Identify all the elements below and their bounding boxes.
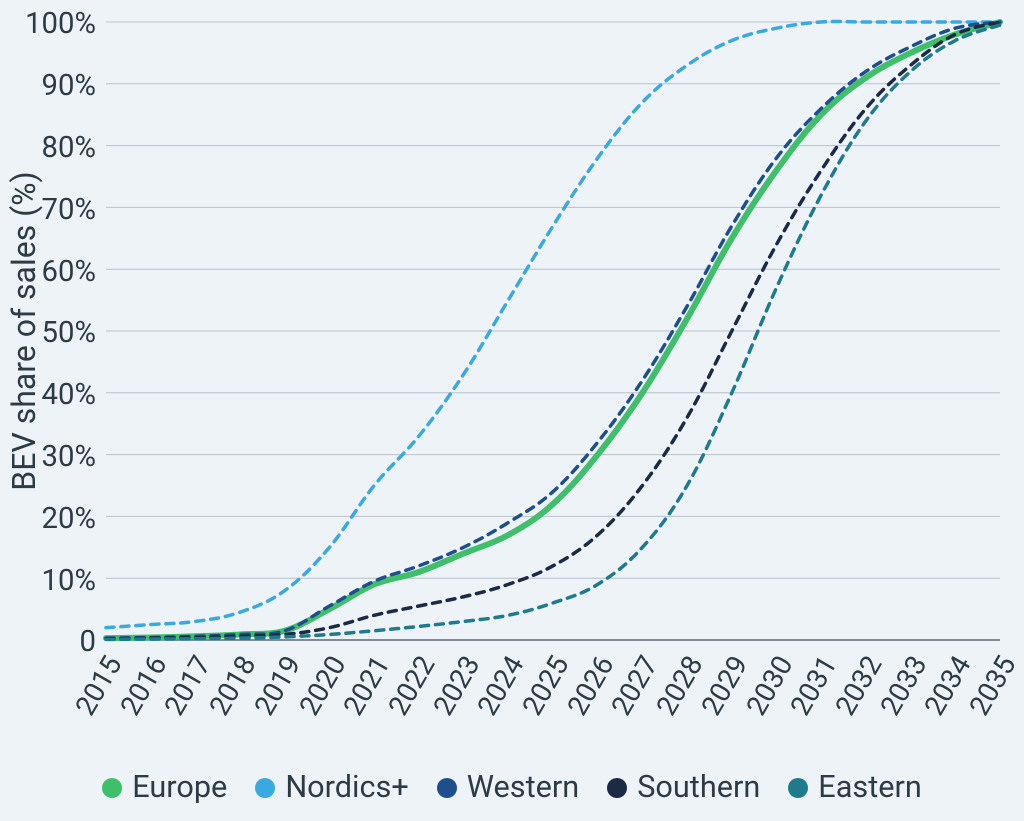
y-tick-label: 80%	[42, 131, 96, 165]
legend-label: Southern	[637, 770, 760, 805]
legend-swatch	[102, 778, 122, 798]
y-tick-label: 60%	[42, 255, 96, 289]
series-line	[106, 22, 1000, 638]
legend-item: Nordics+	[255, 770, 408, 805]
legend-label: Europe	[132, 770, 227, 805]
series-line	[106, 22, 1000, 628]
y-tick-label: 10%	[42, 564, 96, 598]
legend-label: Western	[467, 770, 579, 805]
legend-swatch	[255, 778, 275, 798]
y-tick-label: 90%	[42, 69, 96, 103]
y-tick-label: 20%	[42, 502, 96, 536]
y-tick-label: 40%	[42, 378, 96, 412]
legend-label: Nordics+	[285, 770, 408, 805]
legend-item: Eastern	[788, 770, 922, 805]
legend-label: Eastern	[818, 770, 922, 805]
legend-swatch	[437, 778, 457, 798]
y-tick-label: 50%	[42, 316, 96, 350]
legend-item: Southern	[607, 770, 760, 805]
legend-swatch	[788, 778, 808, 798]
legend-swatch	[607, 778, 627, 798]
y-tick-label: 100%	[25, 7, 96, 41]
series-line	[106, 22, 1000, 639]
legend-item: Europe	[102, 770, 227, 805]
legend-item: Western	[437, 770, 579, 805]
series-line	[106, 25, 1000, 639]
legend: Europe Nordics+ Western Southern Eastern	[0, 770, 1024, 805]
y-tick-label: 30%	[42, 440, 96, 474]
series-line	[106, 22, 1000, 638]
y-tick-label: 70%	[42, 193, 96, 227]
y-tick-label: 0	[80, 625, 96, 659]
bev-share-chart: 0 10% 20% 30% 40% 50% 60% 70% 80% 90% 100% BEV shar…	[0, 0, 1024, 821]
y-axis-title: BEV share of sales (%)	[5, 171, 43, 490]
